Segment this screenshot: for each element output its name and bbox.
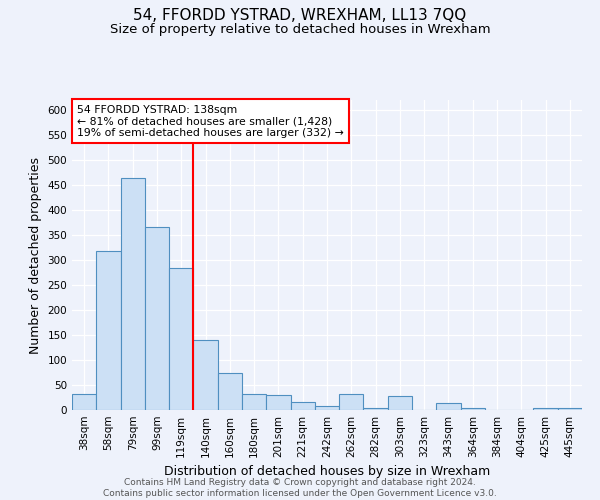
Bar xyxy=(121,178,145,410)
Bar xyxy=(533,408,558,410)
Text: Size of property relative to detached houses in Wrexham: Size of property relative to detached ho… xyxy=(110,22,490,36)
Bar xyxy=(72,394,96,410)
Bar xyxy=(315,406,339,410)
Bar xyxy=(266,395,290,410)
Text: Contains HM Land Registry data © Crown copyright and database right 2024.
Contai: Contains HM Land Registry data © Crown c… xyxy=(103,478,497,498)
Bar xyxy=(193,340,218,410)
Bar xyxy=(388,396,412,410)
Bar xyxy=(96,251,121,410)
Bar xyxy=(461,408,485,410)
Bar xyxy=(558,408,582,410)
Bar xyxy=(436,402,461,410)
Text: 54 FFORDD YSTRAD: 138sqm
← 81% of detached houses are smaller (1,428)
19% of sem: 54 FFORDD YSTRAD: 138sqm ← 81% of detach… xyxy=(77,104,344,138)
Bar xyxy=(339,394,364,410)
X-axis label: Distribution of detached houses by size in Wrexham: Distribution of detached houses by size … xyxy=(164,466,490,478)
Y-axis label: Number of detached properties: Number of detached properties xyxy=(29,156,42,354)
Bar xyxy=(242,394,266,410)
Bar xyxy=(145,226,169,410)
Text: 54, FFORDD YSTRAD, WREXHAM, LL13 7QQ: 54, FFORDD YSTRAD, WREXHAM, LL13 7QQ xyxy=(133,8,467,22)
Bar xyxy=(290,402,315,410)
Bar xyxy=(218,372,242,410)
Bar xyxy=(364,408,388,410)
Bar xyxy=(169,268,193,410)
